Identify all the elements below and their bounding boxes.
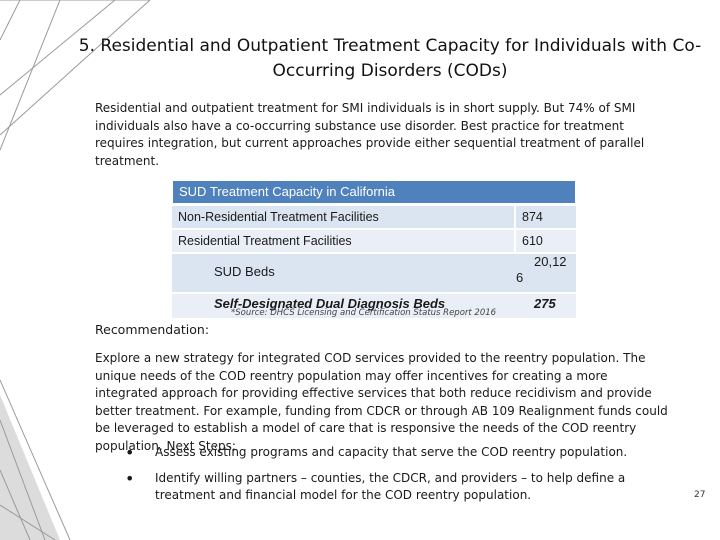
row-label: Residential Treatment Facilities — [178, 234, 352, 248]
next-steps-list: • Assess existing programs and capacity … — [95, 444, 670, 513]
capacity-table: SUD Treatment Capacity in California Non… — [172, 180, 576, 318]
row-value: 610 — [514, 230, 576, 252]
list-item-text: Identify willing partners – counties, th… — [155, 470, 626, 503]
page-number: 27 — [694, 490, 706, 500]
row-label: Non-Residential Treatment Facilities — [178, 210, 379, 224]
table-row: Residential Treatment Facilities 610 — [172, 228, 576, 252]
row-value: 20,12 — [534, 254, 567, 269]
bullet-icon: • — [125, 468, 135, 488]
table-source-note: *Source: DHCS Licensing and Certificatio… — [231, 308, 497, 318]
row-label: SUD Beds — [214, 264, 275, 279]
row-value: 275 — [534, 296, 556, 311]
intro-paragraph: Residential and outpatient treatment for… — [95, 101, 645, 168]
row-label: Self-Designated Dual Diagnosis Beds — [214, 296, 446, 311]
table-row: Self-Designated Dual Diagnosis Beds 275 — [172, 292, 576, 318]
table-row: Non-Residential Treatment Facilities 874 — [172, 204, 576, 228]
recommendation-paragraph: Explore a new strategy for integrated CO… — [95, 351, 668, 453]
list-item: • Assess existing programs and capacity … — [95, 444, 670, 462]
list-item: • Identify willing partners – counties, … — [95, 470, 670, 505]
recommendation-heading: Recommendation: — [95, 322, 210, 337]
slide-title: 5. Residential and Outpatient Treatment … — [78, 36, 702, 81]
table-header: SUD Treatment Capacity in California — [172, 180, 576, 204]
list-item-text: Assess existing programs and capacity th… — [155, 445, 628, 459]
row-value: 874 — [514, 206, 576, 228]
row-value-wrap: 6 — [516, 270, 524, 285]
table-row: SUD Beds 20,12 6 — [172, 252, 576, 292]
bullet-icon: • — [125, 443, 135, 462]
